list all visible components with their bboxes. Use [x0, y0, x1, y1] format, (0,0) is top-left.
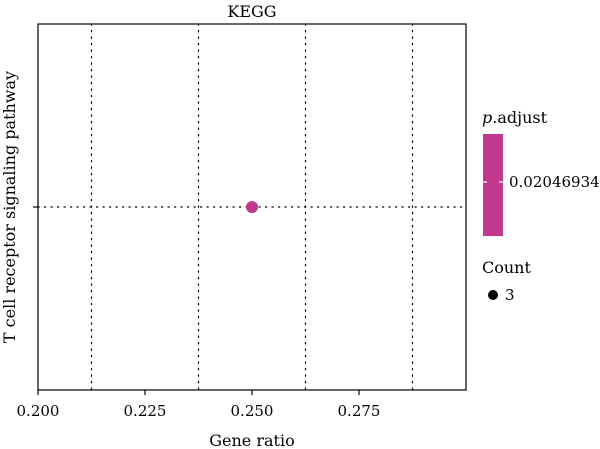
- count-legend-title: Count: [482, 258, 531, 277]
- count-legend-dot: [488, 290, 498, 300]
- data-points: [246, 201, 258, 213]
- chart-title: KEGG: [227, 2, 276, 21]
- p-adjust-legend-title: p.adjust: [482, 108, 548, 127]
- y-category-label: T cell receptor signaling pathway: [0, 71, 19, 343]
- x-axis-label: Gene ratio: [209, 431, 294, 449]
- x-tick-label: 0.225: [124, 402, 167, 420]
- plot-panel: [37, 23, 467, 391]
- count-legend-label: 3: [505, 286, 515, 304]
- p-adjust-title-rest: .adjust: [492, 108, 547, 127]
- colorbar-label: 0.02046934: [509, 173, 600, 191]
- x-tick-label: 0.275: [338, 402, 381, 420]
- p-adjust-title-italic: p: [482, 108, 492, 127]
- x-axis-ticks: 0.200 0.225 0.250 0.275: [17, 390, 381, 420]
- data-point: [246, 201, 258, 213]
- p-adjust-colorbar: [483, 134, 503, 236]
- x-tick-label: 0.250: [231, 402, 274, 420]
- y-axis-categories: T cell receptor signaling pathway: [0, 71, 38, 343]
- x-tick-label: 0.200: [17, 402, 60, 420]
